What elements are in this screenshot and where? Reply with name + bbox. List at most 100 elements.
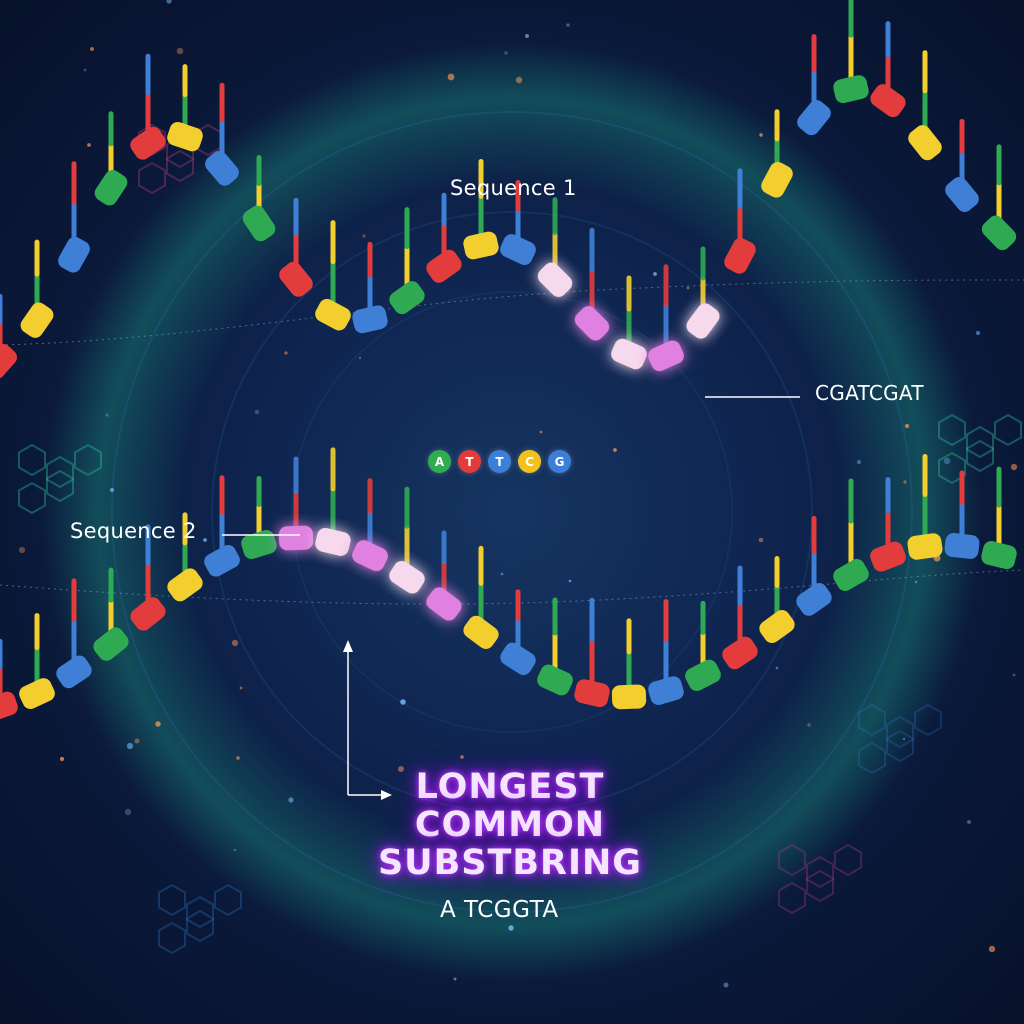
particle <box>59 756 65 762</box>
nucleotide-block <box>537 664 573 696</box>
hexagon-shape <box>966 425 994 459</box>
particle <box>903 480 907 484</box>
sequence1-label: Sequence 1 <box>450 176 577 200</box>
particle <box>447 73 455 81</box>
nucleotide-block <box>352 540 388 572</box>
particle <box>134 738 140 744</box>
guide-ring <box>291 291 733 733</box>
hexagon-shape <box>834 843 862 877</box>
nucleotide-block <box>724 238 756 274</box>
particle <box>975 330 981 336</box>
nucleotide-block <box>759 610 795 644</box>
hexagon-shape <box>994 413 1022 447</box>
nucleotide-block <box>648 676 684 706</box>
nucleotide-block <box>389 281 425 315</box>
nucleotide-block <box>205 150 239 186</box>
title-line-1: LONGEST <box>415 767 605 807</box>
hexagon-shape <box>138 161 166 195</box>
hexagon-shape <box>778 843 806 877</box>
particle <box>236 756 240 760</box>
guide-ring <box>211 211 813 813</box>
sequence2-helix <box>0 447 1017 722</box>
guide-ring <box>111 111 913 913</box>
particle <box>904 423 910 429</box>
nucleotide-block <box>648 340 684 372</box>
dotted-guide-line <box>0 569 1024 605</box>
hexagon-shape <box>166 149 194 183</box>
particle <box>284 351 288 355</box>
nucleotide-block <box>278 525 314 551</box>
sequence2-label: Sequence 2 <box>70 519 197 543</box>
particle <box>856 459 862 465</box>
nucleotide-block <box>686 303 720 339</box>
nucleotide-block <box>796 582 832 616</box>
particle <box>1012 673 1016 677</box>
particle <box>155 721 161 727</box>
nucleotide-block <box>537 262 573 297</box>
nucleotide-block <box>463 615 499 649</box>
nucleotide-block <box>426 249 462 283</box>
particle <box>988 945 996 953</box>
hexagon-shape <box>914 703 942 737</box>
nucleotide-block <box>463 231 499 260</box>
legend-base-c: C <box>518 450 541 473</box>
nucleotide-block <box>500 234 536 265</box>
legend-base-t: T <box>458 450 481 473</box>
particle <box>398 766 404 772</box>
hexagon-shape <box>858 703 886 737</box>
particle <box>759 133 763 137</box>
particle <box>566 23 570 27</box>
particle <box>686 286 690 290</box>
particle <box>90 47 94 51</box>
nucleotide-block <box>56 655 92 689</box>
hexagon-shape <box>186 895 214 929</box>
hexagon-shape <box>46 455 74 489</box>
glow-ring <box>42 42 982 982</box>
hexagon-shape <box>806 869 834 903</box>
nucleotide-block <box>574 306 610 341</box>
nucleotide-block <box>389 560 425 594</box>
particle <box>87 143 91 147</box>
nucleotide-block <box>242 205 276 242</box>
hexagon-shape <box>18 443 46 477</box>
particle <box>460 755 464 759</box>
hexagon-shape <box>214 883 242 917</box>
particle <box>914 580 918 584</box>
nucleotide-block <box>204 544 240 577</box>
particle <box>403 848 407 852</box>
particle <box>500 572 504 576</box>
nucleotide-block <box>870 84 906 118</box>
nucleotide-block <box>797 100 831 136</box>
nucleotide-block <box>167 568 203 602</box>
legend-base-g: G <box>548 450 571 473</box>
particle <box>568 579 572 583</box>
nucleotide-block <box>833 75 869 104</box>
hexagon-molecules <box>18 123 1022 955</box>
nucleotide-block <box>574 679 610 708</box>
particle <box>539 430 543 434</box>
particle <box>166 0 172 4</box>
hexagon-shape <box>938 451 966 485</box>
nucleotide-block <box>870 541 906 572</box>
particle <box>807 723 811 727</box>
particle <box>723 982 729 988</box>
nucleotide-block <box>58 236 90 273</box>
nucleotide-block <box>685 659 721 691</box>
hexagon-shape <box>966 439 994 473</box>
particle <box>239 686 243 690</box>
particle <box>233 848 237 852</box>
nucleotide-block <box>20 302 54 338</box>
hexagon-shape <box>886 729 914 763</box>
particle <box>504 51 508 55</box>
particle <box>176 47 184 55</box>
nucleotide-block <box>167 121 203 152</box>
particle <box>775 666 779 670</box>
nucleotide-block <box>426 587 462 621</box>
particle <box>758 537 764 543</box>
nucleotide-block <box>315 298 351 331</box>
particle <box>126 742 134 750</box>
hexagon-shape <box>18 481 46 515</box>
match-sequence-label: CGATCGAT <box>815 381 924 405</box>
